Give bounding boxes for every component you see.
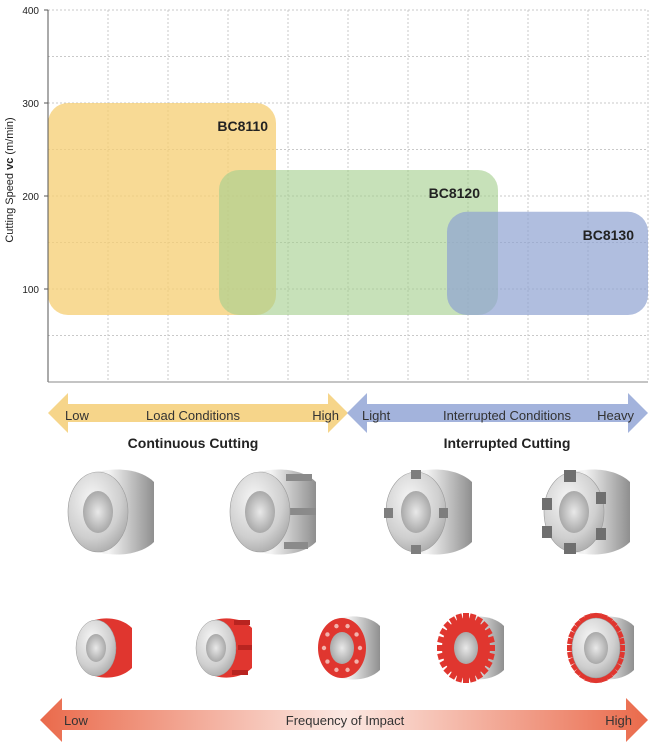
range-label-bc8130: BC8130 bbox=[583, 227, 635, 243]
interrupted-cutting-caption: Interrupted Cutting bbox=[444, 435, 571, 451]
range-label-bc8120: BC8120 bbox=[429, 185, 481, 201]
interrupted-conditions-arrow: Light Interrupted Conditions Heavy Inter… bbox=[347, 393, 648, 451]
workpiece-grooved-ring-highlight bbox=[195, 618, 252, 678]
drill-hole bbox=[325, 632, 330, 637]
gear-tooth bbox=[619, 645, 625, 651]
interrupted-light-label: Light bbox=[362, 408, 391, 423]
drill-hole bbox=[321, 645, 327, 651]
drilled-holes bbox=[321, 623, 363, 673]
continuous-cutting-caption: Continuous Cutting bbox=[128, 435, 259, 451]
y-axis-label: Cutting Speed vc (m/min) bbox=[4, 117, 16, 242]
range-label-bc8110: BC8110 bbox=[217, 118, 268, 134]
load-title: Load Conditions bbox=[146, 408, 240, 423]
frequency-high-label: High bbox=[605, 713, 632, 728]
workpiece-plain-ring bbox=[67, 469, 154, 555]
y-tick-label: 100 bbox=[22, 285, 39, 296]
drill-hole bbox=[357, 645, 363, 651]
gear-tooth bbox=[489, 645, 495, 651]
drill-hole bbox=[354, 632, 359, 637]
workpiece-plain-ring-highlight bbox=[75, 618, 132, 678]
drill-hole bbox=[325, 659, 330, 664]
workpiece-fine-gear-highlight bbox=[567, 612, 634, 684]
gear-tooth bbox=[463, 677, 469, 683]
frequency-title: Frequency of Impact bbox=[286, 713, 405, 728]
y-tick-label: 200 bbox=[22, 192, 39, 203]
interrupted-title: Interrupted Conditions bbox=[443, 408, 571, 423]
gear-tooth bbox=[463, 613, 469, 619]
y-axis: Cutting Speed vc (m/min) 100 200 300 400 bbox=[4, 6, 648, 383]
y-tick-label: 400 bbox=[22, 6, 39, 17]
interrupted-heavy-label: Heavy bbox=[597, 408, 634, 423]
drill-hole bbox=[334, 667, 339, 673]
range-bc8130 bbox=[447, 211, 648, 316]
workpiece-gear-highlight bbox=[437, 613, 504, 683]
drill-hole bbox=[334, 623, 339, 629]
workpiece-slotted-ring bbox=[229, 469, 316, 555]
frequency-low-label: Low bbox=[64, 713, 88, 728]
workpiece-heavy-interrupted-ring bbox=[542, 469, 630, 555]
drill-hole bbox=[345, 623, 350, 629]
load-low-label: Low bbox=[65, 408, 89, 423]
drill-hole bbox=[345, 667, 350, 673]
gear-tooth bbox=[567, 645, 573, 651]
grade-ranges: BC8110 BC8120 BC8130 bbox=[48, 103, 648, 316]
y-tick-label: 300 bbox=[22, 99, 39, 110]
load-high-label: High bbox=[312, 408, 339, 423]
workpiece-drilled-ring-highlight bbox=[318, 616, 380, 680]
range-bc8120 bbox=[219, 169, 498, 316]
gear-tooth bbox=[437, 645, 443, 651]
load-conditions-arrow: Low Load Conditions High Continuous Cutt… bbox=[48, 393, 348, 451]
frequency-of-impact-arrow: Low Frequency of Impact High bbox=[40, 698, 648, 742]
drill-hole bbox=[354, 659, 359, 664]
workpiece-notched-ring bbox=[384, 469, 472, 555]
